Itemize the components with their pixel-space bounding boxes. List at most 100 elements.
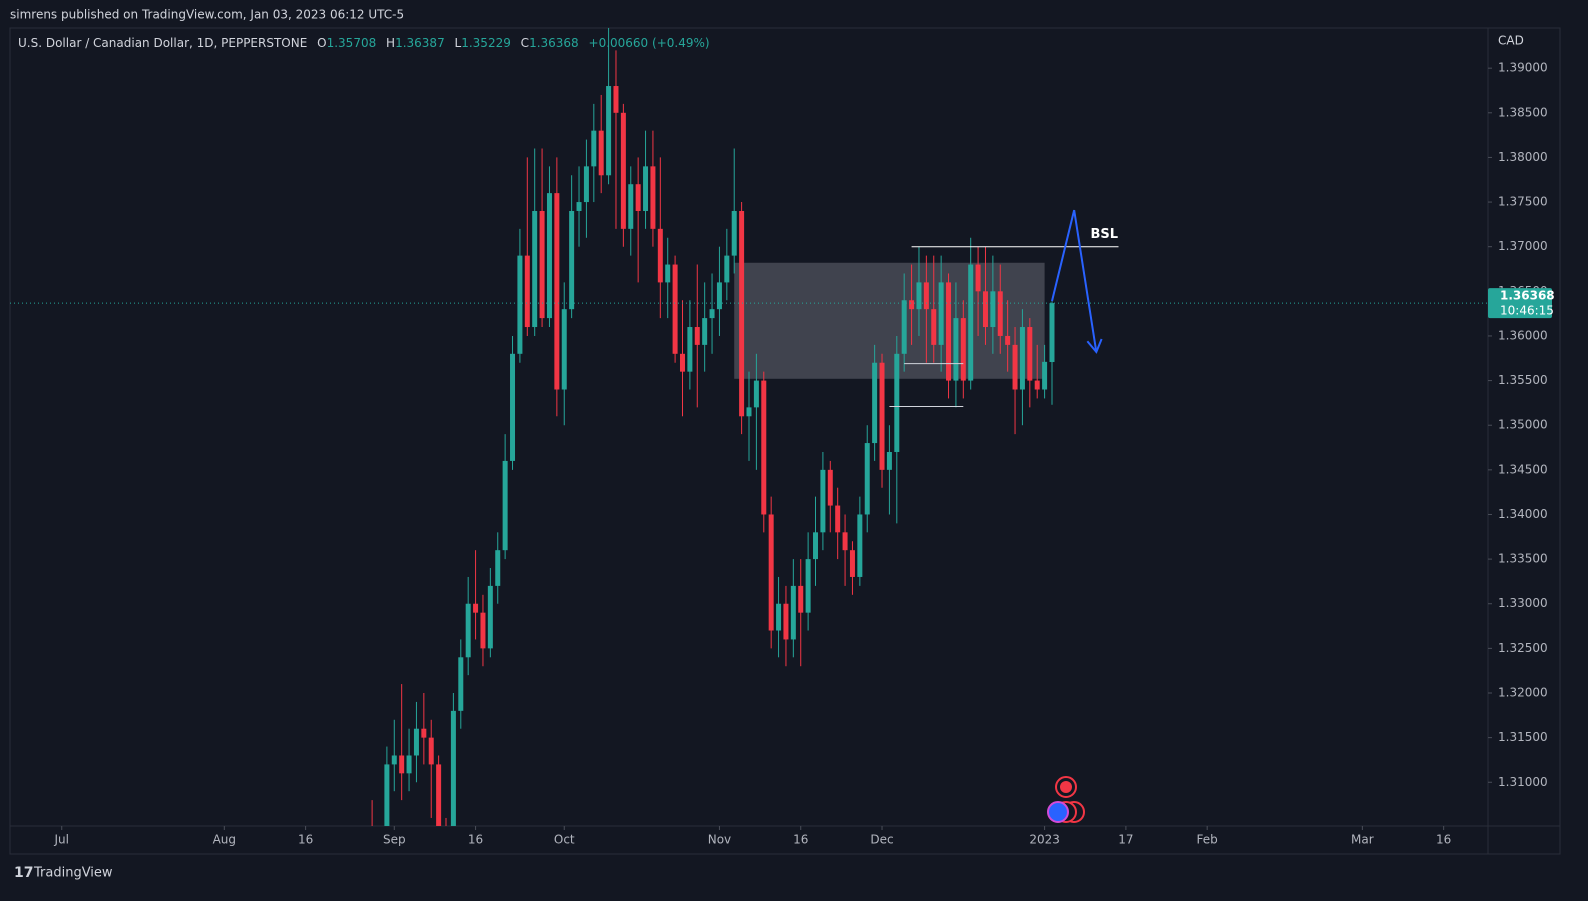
plot-area: BSL	[371, 28, 1119, 826]
arrow-head	[1086, 338, 1103, 354]
x-tick-label: Jul	[53, 833, 68, 847]
ohlc-value: 1.35708	[327, 36, 377, 50]
footer-brand: TradingView	[33, 866, 113, 881]
ohlc-value: 1.36368	[529, 36, 579, 50]
candle-body	[746, 407, 752, 417]
candle-body	[613, 86, 619, 113]
candle-body	[657, 228, 663, 283]
candle-body	[679, 353, 685, 372]
candle-body	[849, 550, 855, 577]
x-tick-label: Dec	[870, 833, 893, 847]
candle-body	[598, 130, 604, 176]
candle-body	[517, 255, 523, 354]
candle-body	[465, 603, 471, 658]
candle-body	[982, 291, 988, 328]
x-tick-label: Sep	[383, 833, 406, 847]
event-icons	[1047, 776, 1085, 823]
candle-body	[835, 505, 841, 533]
logo-mark: 17	[14, 865, 33, 881]
candle-body	[694, 327, 700, 345]
candle-body	[436, 764, 442, 826]
candle-body	[768, 514, 774, 631]
ohlc-letter: H	[386, 36, 395, 50]
candle-body	[643, 166, 649, 211]
candle-body	[606, 86, 612, 176]
y-tick-label: 1.32000	[1498, 686, 1548, 700]
candle-body	[798, 585, 804, 613]
candle-body	[502, 460, 508, 551]
candle-body	[739, 210, 745, 417]
price-badge	[1488, 288, 1552, 319]
candle-body	[687, 327, 693, 372]
candle-body	[628, 184, 634, 229]
candle-body	[413, 728, 419, 756]
price-badge-countdown: 10:46:15	[1500, 304, 1554, 318]
x-tick-label: Aug	[213, 833, 236, 847]
candle-body	[495, 550, 501, 586]
change: +0.00660 (+0.49%)	[589, 36, 710, 50]
candle-body	[384, 764, 390, 826]
y-tick-label: 1.38000	[1498, 150, 1548, 164]
candle-body	[886, 451, 892, 470]
candle-body	[931, 309, 937, 345]
price-badge-value: 1.36368	[1500, 289, 1555, 303]
candle-body	[510, 353, 516, 461]
candle-body	[473, 603, 479, 613]
ohlc-value: 1.36387	[395, 36, 445, 50]
chart-frame	[9, 27, 1561, 855]
candle-body	[561, 309, 567, 390]
candle-body	[583, 166, 589, 203]
candle-body	[1027, 327, 1033, 381]
candle-body	[487, 585, 493, 649]
candle-body	[909, 300, 915, 310]
y-tick-label: 1.35500	[1498, 373, 1548, 387]
candle-body	[421, 728, 427, 738]
candle-body	[480, 612, 486, 649]
candle-body	[554, 193, 560, 390]
event-icon-flag	[1060, 781, 1072, 793]
candle-body	[650, 166, 656, 229]
candle-body	[620, 112, 626, 229]
candle-body	[827, 469, 833, 506]
candle-body	[672, 264, 678, 354]
candle-body	[857, 514, 863, 577]
candle-body	[450, 710, 456, 826]
candle-body	[805, 559, 811, 613]
candle-body	[960, 318, 966, 381]
candle-body	[753, 380, 759, 408]
candle-body	[1049, 303, 1055, 363]
y-tick-label: 1.38500	[1498, 105, 1548, 119]
y-tick-label: 1.33500	[1498, 552, 1548, 566]
candle-body	[990, 291, 996, 328]
candle-body	[399, 755, 405, 774]
y-tick-label: 1.31500	[1498, 730, 1548, 744]
candle-body	[591, 130, 597, 167]
candle-body	[1005, 335, 1011, 345]
y-tick-label: 1.37500	[1498, 195, 1548, 209]
x-tick-label: 16	[1436, 833, 1451, 847]
candle-body	[709, 309, 715, 319]
candle-body	[716, 282, 722, 310]
x-tick-label: Oct	[554, 833, 575, 847]
y-tick-label: 1.35000	[1498, 418, 1548, 432]
candle-body	[842, 532, 848, 551]
y-tick-label: 1.32500	[1498, 641, 1548, 655]
y-tick-label: 1.36000	[1498, 328, 1548, 342]
candle-body	[923, 282, 929, 310]
x-tick-label: Mar	[1351, 833, 1374, 847]
candle-body	[428, 737, 434, 765]
candle-body	[901, 300, 907, 354]
candle-body	[406, 755, 412, 774]
candle-body	[783, 603, 789, 640]
candle-body	[938, 282, 944, 345]
candle-body	[576, 202, 582, 211]
ohlc-letter: C	[521, 36, 529, 50]
candle-body	[1042, 361, 1048, 390]
publish-header: simrens published on TradingView.com, Ja…	[10, 8, 404, 22]
ohlc-letter: L	[455, 36, 462, 50]
y-tick-label: 1.34000	[1498, 507, 1548, 521]
event-icon	[1047, 801, 1069, 823]
candle-body	[946, 282, 952, 381]
